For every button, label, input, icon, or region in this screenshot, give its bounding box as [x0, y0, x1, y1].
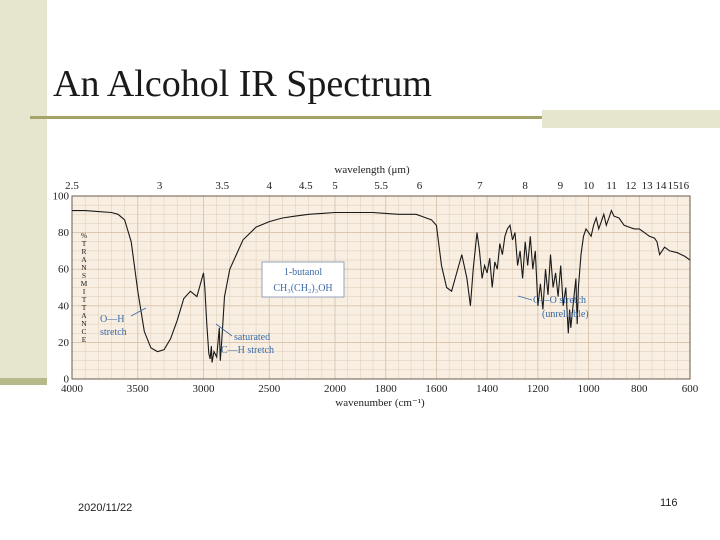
slide-date: 2020/11/22: [78, 502, 133, 514]
top-tick-label: 14: [656, 180, 668, 192]
top-tick-label: 10: [583, 180, 595, 192]
top-tick-label: 5: [332, 180, 338, 192]
x-axis-label: wavenumber (cm⁻¹): [335, 397, 425, 409]
title-underline-accent: [542, 110, 720, 128]
y-tick-label: 60: [58, 264, 70, 276]
top-tick-label: 4.5: [299, 180, 313, 192]
x-tick-label: 1400: [476, 383, 499, 395]
x-tick-label: 3500: [127, 383, 150, 395]
ch-annotation-line1: saturated: [234, 332, 270, 343]
title-underline: [30, 116, 542, 119]
top-tick-label: 11: [606, 180, 617, 192]
x-tick-label: 1600: [425, 383, 448, 395]
co-annotation-line1: C—O stretch: [533, 295, 586, 306]
ch-annotation-line2: C—H stretch: [221, 345, 274, 356]
y-tick-label: 20: [58, 337, 70, 349]
top-tick-label: 9: [558, 180, 564, 192]
co-annotation-line2: (unreliable): [542, 309, 589, 320]
x-tick-label: 4000: [61, 383, 84, 395]
left-accent-bar-foot: [0, 378, 47, 385]
ch-leader-line: [215, 323, 233, 337]
top-axis-label: wavelength (μm): [334, 164, 410, 176]
top-tick-label: 3: [157, 180, 163, 192]
top-tick-label: 15: [668, 180, 680, 192]
y-axis-label: % T R A N S M I T T A N C E: [81, 231, 88, 344]
x-tick-label: 2000: [324, 383, 347, 395]
compound-box: [261, 261, 345, 298]
top-tick-label: 12: [625, 180, 636, 192]
slide-page-number: 116: [660, 497, 678, 509]
compound-formula: CH₃(CH₂)₃OH: [273, 283, 332, 294]
spectrum-line: [72, 209, 691, 363]
y-tick-label: 80: [58, 227, 70, 239]
top-axis-ticks: 2.5 3 3.5 4 4.5 5 5.5 6 7 8 9 10 11 12 13 14 15 16: [65, 180, 690, 192]
top-tick-label: 2.5: [65, 180, 79, 192]
x-tick-label: 1800: [375, 383, 398, 395]
x-tick-label: 1200: [527, 383, 550, 395]
x-tick-label: 600: [682, 383, 699, 395]
x-tick-label: 800: [631, 383, 648, 395]
top-tick-label: 6: [417, 180, 423, 192]
top-tick-label: 4: [267, 180, 273, 192]
compound-name: 1-butanol: [284, 267, 323, 278]
left-accent-bar: [0, 0, 47, 385]
x-tick-label: 2500: [258, 383, 281, 395]
top-tick-label: 13: [642, 180, 654, 192]
oh-annotation-line1: O—H: [100, 314, 124, 325]
top-tick-label: 5.5: [374, 180, 388, 192]
x-tick-label: 1000: [578, 383, 601, 395]
y-axis-ticks: 0 20 40 60 80 100: [53, 191, 70, 386]
oh-annotation-line2: stretch: [100, 327, 127, 338]
slide-title: An Alcohol IR Spectrum: [53, 63, 432, 105]
y-tick-label: 100: [53, 191, 70, 203]
top-tick-label: 7: [477, 180, 483, 192]
top-tick-label: 8: [522, 180, 528, 192]
x-tick-label: 3000: [193, 383, 216, 395]
top-tick-label: 16: [678, 180, 690, 192]
oh-leader-line: [130, 307, 147, 317]
plot-frame: [71, 195, 691, 380]
x-axis-ticks: 4000 3500 3000 2500 2000 1800 1600 1400 1200 1000…: [61, 383, 699, 395]
y-tick-label: 0: [64, 374, 70, 386]
co-leader-line: [517, 295, 533, 301]
y-tick-label: 40: [58, 300, 70, 312]
top-tick-label: 3.5: [215, 180, 229, 192]
